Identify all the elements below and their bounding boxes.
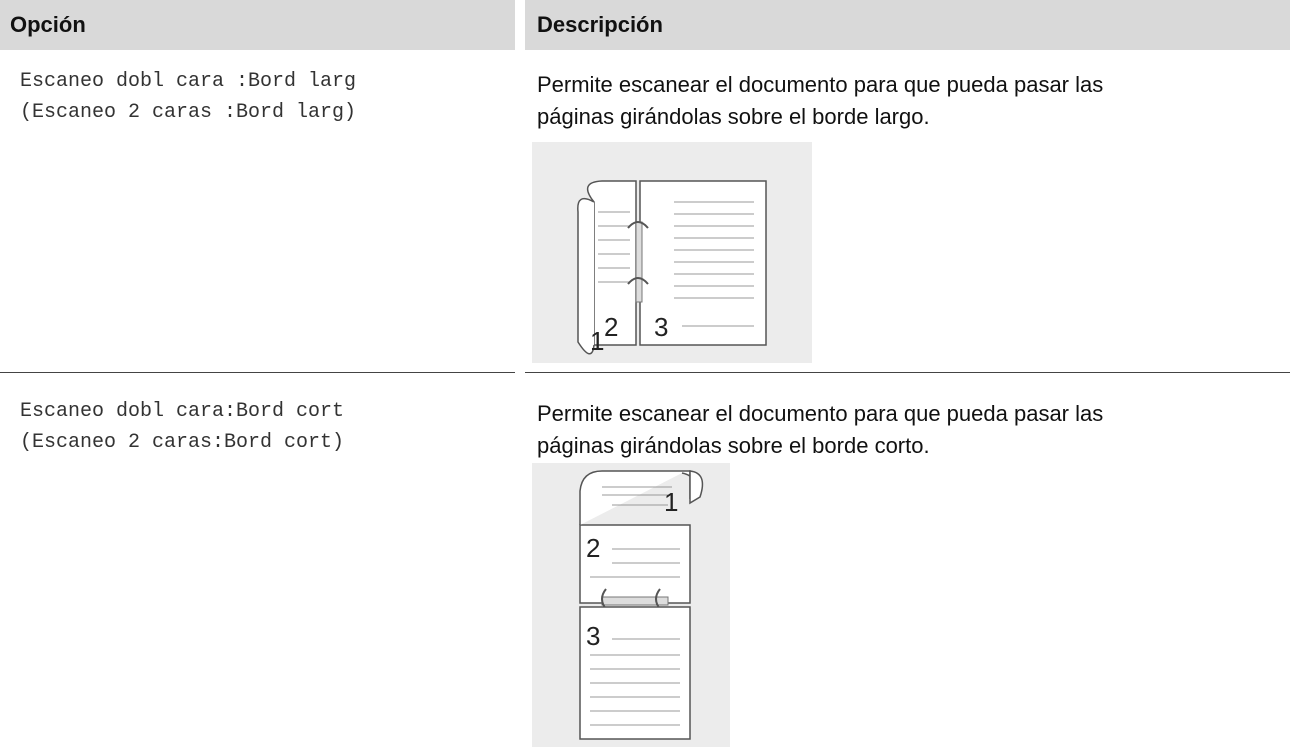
description-text: Permite escanear el documento para que p…	[537, 72, 1104, 97]
description-text: páginas girándolas sobre el borde corto.	[537, 433, 930, 458]
page-number: 2	[604, 312, 618, 342]
page-number: 3	[654, 312, 668, 342]
header-cell: Descripción	[525, 0, 1290, 50]
row-divider	[525, 372, 1290, 373]
page-number: 3	[586, 621, 600, 651]
page-number: 1	[590, 326, 604, 356]
description-text: Permite escanear el documento para que p…	[537, 401, 1104, 426]
illustration-short-edge: 1 2 3	[532, 463, 730, 747]
description-text: páginas girándolas sobre el borde largo.	[537, 104, 930, 129]
option-text: (Escaneo 2 caras :Bord larg)	[20, 101, 357, 124]
illustration-long-edge: 1 2 3	[532, 142, 812, 363]
page-number: 2	[586, 533, 600, 563]
page-number: 1	[664, 487, 678, 517]
option-text: Escaneo dobl cara :Bord larg	[20, 70, 357, 93]
header-cell: Opción	[0, 0, 515, 50]
option-text: Escaneo dobl cara:Bord cort	[20, 400, 345, 423]
row-divider	[0, 372, 515, 373]
option-text: (Escaneo 2 caras:Bord cort)	[20, 431, 345, 454]
